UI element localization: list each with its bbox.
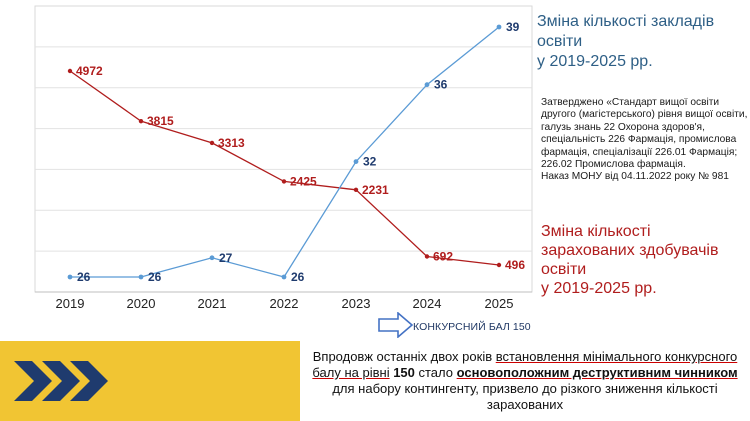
data-point-institutions [67,274,73,280]
institutions-chart-title: Зміна кількості закладів освіти у 2019-2… [537,12,747,72]
data-label-enrolled: 692 [433,250,453,264]
title-line: у 2019-2025 рр. [541,280,657,297]
msg-part: 150 [389,365,415,380]
data-point-enrolled [138,118,144,124]
standard-note: Затверджено «Стандарт вищої освіти друго… [541,97,749,184]
data-label-enrolled: 4972 [76,64,103,78]
data-label-institutions: 26 [291,270,305,284]
data-label-institutions: 26 [77,270,91,284]
data-point-enrolled [424,254,430,259]
data-label-enrolled: 3815 [147,114,174,128]
x-tick-label: 2022 [270,296,299,311]
data-label-enrolled: 496 [505,258,525,272]
series-line-enrolled [69,70,500,266]
title-line: освіти [537,33,583,50]
arrow-right-icon [378,311,414,343]
data-label-institutions: 27 [219,251,233,265]
title-line: у 2019-2025 рр. [537,53,653,70]
data-point-institutions [353,159,359,165]
banner-accent [0,341,300,421]
x-tick-label: 2019 [56,296,85,311]
x-tick-label: 2025 [485,296,514,311]
msg-part: встановлення мінімального конкурсного ба… [312,349,738,380]
data-point-institutions [209,255,215,261]
msg-part: основоположним деструктивним чинником [456,365,738,380]
data-point-enrolled [353,187,359,193]
data-label-institutions: 39 [506,20,520,34]
title-line: Зміна кількості [541,223,651,240]
data-point-enrolled [67,68,73,74]
data-label-enrolled: 2425 [290,174,317,188]
x-tick-label: 2021 [198,296,227,311]
line-chart: 2019 2020 2021 2022 2023 2024 2025 4972 3815 3313… [34,5,533,311]
data-label-institutions: 36 [434,78,448,92]
data-point-institutions [281,274,287,280]
data-point-institutions [496,24,502,30]
enrollment-chart-title: Зміна кількості зарахованих здобувачів о… [541,222,746,298]
data-label-enrolled: 3313 [218,136,245,150]
data-label-enrolled: 2231 [362,183,389,197]
title-line: освіти [541,261,587,278]
x-tick-label: 2024 [413,296,442,311]
title-line: Зміна кількості закладів [537,13,715,30]
data-point-institutions [138,274,144,280]
plot-frame [34,5,533,293]
note-text: Затверджено «Стандарт вищої освіти друго… [541,97,748,171]
x-tick-label: 2020 [127,296,156,311]
msg-part: Впродовж останніх двох років [312,349,496,364]
triple-chevron-right-icon [14,361,108,401]
data-label-institutions: 32 [363,155,377,169]
data-point-enrolled [496,262,502,268]
data-point-institutions [424,82,430,88]
msg-part: для набору контингенту, призвело до різк… [332,381,718,412]
data-point-enrolled [281,179,287,184]
title-line: зарахованих здобувачів [541,242,719,259]
series-line-institutions [70,26,500,278]
conclusion-text: Впродовж останніх двох років встановленн… [300,341,750,421]
note-order: Наказ МОНУ від 04.11.2022 року № 981 [541,171,729,183]
x-tick-label: 2023 [342,296,371,311]
msg-part: стало [414,365,457,380]
data-point-enrolled [209,140,215,146]
conclusion-banner: Впродовж останніх двох років встановленн… [0,341,750,421]
competition-score-label: КОНКУРСНИЙ БАЛ 150 [413,321,531,333]
data-label-institutions: 26 [148,270,162,284]
